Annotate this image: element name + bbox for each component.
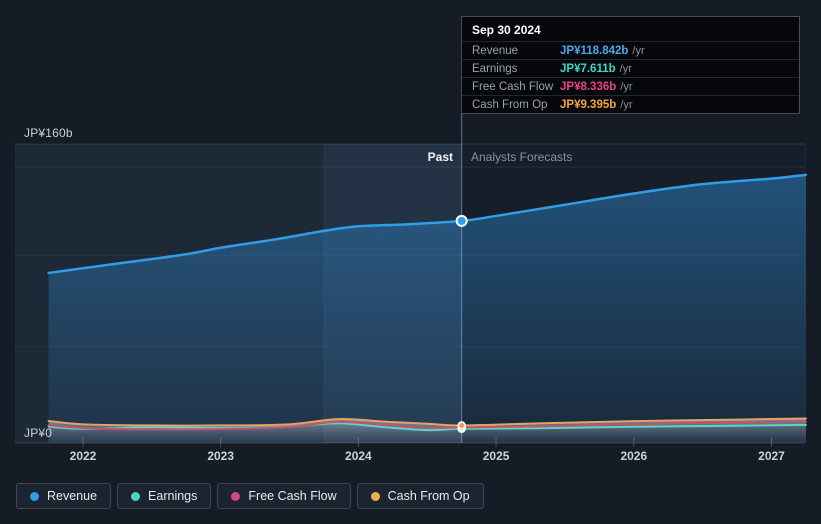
- free-cash-flow-dot-icon: [231, 491, 241, 501]
- legend-button-cash-from-op[interactable]: Cash From Op: [356, 483, 484, 509]
- tooltip-row-cash-from-op: Cash From Op JP¥9.395b /yr: [462, 95, 799, 113]
- revenue-line: [47, 173, 808, 275]
- free-cash-flow-line: [47, 420, 807, 431]
- tooltip-date: Sep 30 2024: [472, 23, 541, 37]
- tooltip-row-free-cash-flow: Free Cash Flow JP¥8.336b /yr: [462, 77, 799, 95]
- tooltip-row-earnings: Earnings JP¥7.611b /yr: [462, 59, 799, 77]
- legend-label: Cash From Op: [387, 489, 470, 503]
- legend-label: Free Cash Flow: [248, 489, 337, 503]
- revenue-dot-icon: [30, 491, 39, 501]
- cash-from-op-dot-icon: [370, 491, 380, 501]
- x-tick-label: 2026: [620, 449, 648, 463]
- x-tick-label: 2023: [207, 449, 235, 463]
- legend-label: Earnings: [148, 489, 198, 503]
- y-axis-label-top: JP¥160b: [24, 126, 73, 140]
- forecast-section-label: Analysts Forecasts: [471, 150, 573, 164]
- tooltip-row-revenue: Revenue JP¥118.842b /yr: [462, 41, 799, 59]
- cash-from-op-line: [47, 417, 807, 427]
- x-tick-label: 2022: [69, 449, 97, 463]
- earnings-dot-icon: [131, 491, 141, 501]
- earnings-line: [47, 422, 807, 432]
- legend-button-earnings[interactable]: Earnings: [117, 483, 212, 509]
- revenue-area: [48, 174, 806, 443]
- x-tick-label: 2025: [482, 449, 510, 463]
- legend-button-revenue[interactable]: Revenue: [16, 483, 112, 509]
- y-axis-label-zero: JP¥0: [24, 426, 53, 440]
- x-tick-label: 2024: [345, 449, 372, 463]
- chart-legend: Revenue Earnings Free Cash Flow Cash Fro…: [16, 483, 484, 509]
- past-section-label: Past: [427, 150, 453, 164]
- legend-button-free-cash-flow[interactable]: Free Cash Flow: [217, 483, 351, 509]
- legend-label: Revenue: [47, 489, 98, 503]
- x-tick-label: 2027: [758, 449, 785, 463]
- chart-tooltip: Sep 30 2024 Revenue JP¥118.842b /yr Earn…: [461, 16, 800, 114]
- cash-from-op-marker: [457, 421, 466, 430]
- revenue-marker: [455, 214, 468, 227]
